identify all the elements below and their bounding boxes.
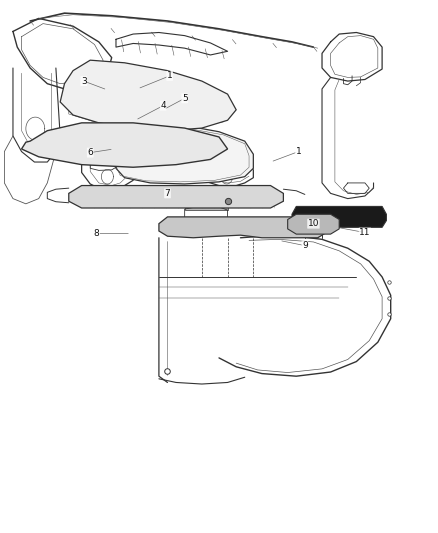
Text: 1: 1: [167, 71, 173, 80]
Text: 1: 1: [296, 147, 301, 156]
Text: 10: 10: [307, 219, 319, 228]
Text: 11: 11: [359, 228, 371, 237]
Polygon shape: [69, 185, 283, 208]
Polygon shape: [292, 206, 386, 228]
Polygon shape: [116, 125, 253, 184]
Polygon shape: [159, 217, 326, 238]
Polygon shape: [21, 123, 228, 167]
Polygon shape: [185, 206, 228, 210]
Polygon shape: [60, 60, 236, 131]
Polygon shape: [288, 214, 339, 234]
Text: 5: 5: [182, 94, 187, 103]
Text: 6: 6: [87, 148, 93, 157]
Text: 4: 4: [160, 101, 166, 110]
Text: 3: 3: [81, 77, 87, 86]
Text: 7: 7: [165, 189, 170, 198]
Text: 9: 9: [302, 241, 308, 250]
Text: 8: 8: [94, 229, 99, 238]
